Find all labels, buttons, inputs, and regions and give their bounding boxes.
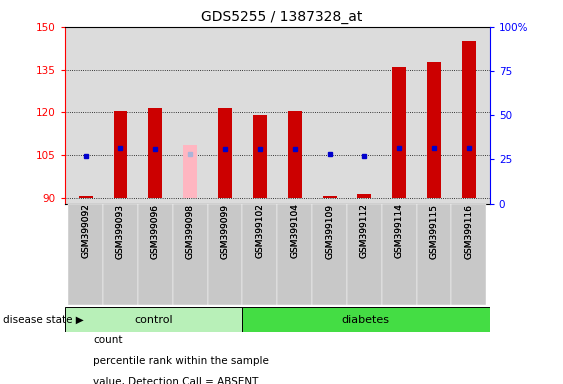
Text: GSM399109: GSM399109 bbox=[325, 204, 334, 258]
Bar bbox=[427, 63, 441, 198]
Text: GSM399109: GSM399109 bbox=[325, 204, 334, 258]
Text: disease state ▶: disease state ▶ bbox=[3, 314, 83, 325]
Text: GSM399114: GSM399114 bbox=[395, 204, 404, 258]
Bar bbox=[323, 196, 337, 198]
Text: GSM399093: GSM399093 bbox=[116, 204, 125, 258]
Bar bbox=[452, 204, 486, 305]
Text: GSM399104: GSM399104 bbox=[290, 204, 299, 258]
Text: GSM399116: GSM399116 bbox=[464, 204, 473, 258]
Text: GSM399102: GSM399102 bbox=[256, 204, 265, 258]
Text: GSM399096: GSM399096 bbox=[151, 204, 160, 258]
Text: GSM399116: GSM399116 bbox=[464, 204, 473, 258]
Text: GSM399112: GSM399112 bbox=[360, 204, 369, 258]
Bar bbox=[103, 204, 138, 305]
Text: GSM399096: GSM399096 bbox=[151, 204, 160, 258]
Text: control: control bbox=[134, 314, 173, 325]
Text: GSM399115: GSM399115 bbox=[430, 204, 439, 258]
Text: GSM399099: GSM399099 bbox=[221, 204, 230, 258]
Text: GSM399098: GSM399098 bbox=[186, 204, 195, 258]
Bar bbox=[392, 67, 406, 198]
Text: value, Detection Call = ABSENT: value, Detection Call = ABSENT bbox=[93, 377, 258, 384]
Text: GSM399099: GSM399099 bbox=[221, 204, 230, 258]
Text: diabetes: diabetes bbox=[342, 314, 390, 325]
Bar bbox=[288, 111, 302, 198]
Bar bbox=[65, 307, 242, 332]
Bar bbox=[218, 108, 232, 198]
Text: GSM399098: GSM399098 bbox=[186, 204, 195, 258]
Bar bbox=[253, 115, 267, 198]
Bar bbox=[358, 194, 372, 198]
Bar bbox=[79, 196, 93, 198]
Bar bbox=[462, 41, 476, 198]
Bar bbox=[278, 204, 312, 305]
Bar bbox=[208, 204, 243, 305]
Bar bbox=[382, 204, 417, 305]
Bar bbox=[68, 204, 103, 305]
Text: GSM399104: GSM399104 bbox=[290, 204, 299, 258]
Bar bbox=[243, 204, 278, 305]
Text: percentile rank within the sample: percentile rank within the sample bbox=[93, 356, 269, 366]
Text: GSM399114: GSM399114 bbox=[395, 204, 404, 258]
Text: GDS5255 / 1387328_at: GDS5255 / 1387328_at bbox=[201, 10, 362, 23]
Bar bbox=[138, 204, 173, 305]
Bar bbox=[149, 108, 162, 198]
Text: GSM399115: GSM399115 bbox=[430, 204, 439, 258]
Bar bbox=[312, 204, 347, 305]
Bar bbox=[417, 204, 452, 305]
Bar bbox=[114, 111, 127, 198]
Text: GSM399112: GSM399112 bbox=[360, 204, 369, 258]
Text: GSM399093: GSM399093 bbox=[116, 204, 125, 258]
Bar bbox=[347, 204, 382, 305]
Text: count: count bbox=[93, 335, 122, 345]
Bar bbox=[173, 204, 208, 305]
Bar bbox=[183, 145, 197, 198]
Text: GSM399102: GSM399102 bbox=[256, 204, 265, 258]
Bar bbox=[242, 307, 490, 332]
Text: GSM399092: GSM399092 bbox=[81, 204, 90, 258]
Text: GSM399092: GSM399092 bbox=[81, 204, 90, 258]
